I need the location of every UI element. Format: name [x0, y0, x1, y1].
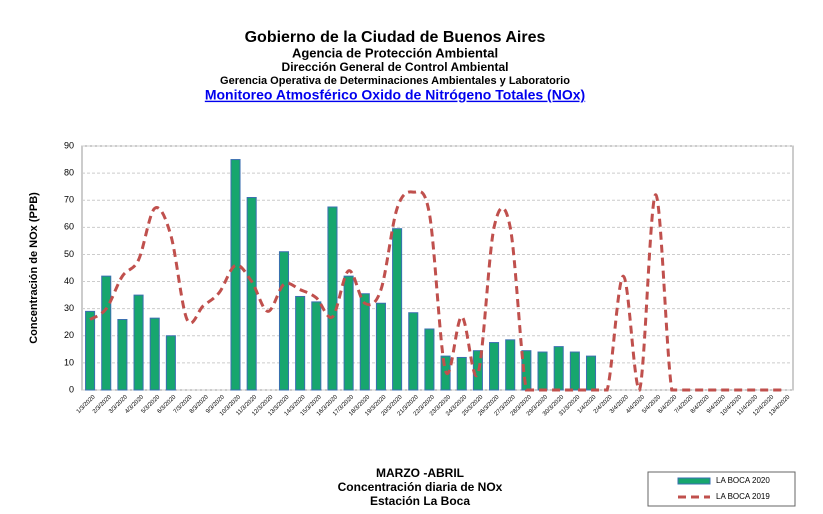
bar [392, 228, 403, 391]
bar [165, 335, 176, 391]
bar [85, 310, 96, 391]
y-axis-label: Concentración de NOx (PPB) [28, 192, 40, 344]
bar [521, 350, 532, 391]
line [89, 189, 785, 392]
plot-area [81, 145, 794, 391]
y-tick-label: 90 [64, 140, 74, 150]
bar [585, 355, 597, 391]
bar [343, 275, 354, 391]
bar [311, 301, 322, 391]
bar [278, 251, 290, 391]
bar [489, 342, 500, 391]
bar [359, 293, 370, 391]
bar [408, 312, 419, 391]
y-tick-label: 0 [69, 384, 74, 394]
bar [375, 302, 386, 391]
x-axis-label: Estación La Boca [370, 494, 470, 508]
bar [101, 275, 112, 391]
title-link: Monitoreo Atmosférico Oxido de Nitrógeno… [205, 87, 585, 103]
title: Agencia de Protección Ambiental [292, 45, 498, 60]
bar [133, 294, 144, 391]
y-tick-label: 20 [64, 330, 74, 340]
bar [569, 351, 580, 391]
y-tick-label: 30 [64, 303, 74, 313]
y-tick-label: 60 [64, 222, 74, 232]
bar [553, 346, 564, 391]
bar [230, 159, 241, 391]
title: Gobierno de la Ciudad de Buenos Aires [245, 29, 546, 46]
y-tick-label: 70 [64, 195, 74, 205]
bar [117, 319, 128, 391]
bar [149, 317, 160, 391]
legend-label: LA BOCA 2019 [716, 492, 770, 501]
y-tick-label: 50 [64, 249, 74, 259]
y-tick-label: 80 [64, 167, 74, 177]
bar [424, 328, 435, 391]
legend [647, 471, 796, 507]
legend-swatch [677, 477, 711, 485]
x-axis-label: MARZO -ABRIL [376, 466, 464, 480]
y-tick-label: 10 [64, 357, 74, 367]
bar [537, 351, 548, 391]
bar [505, 339, 516, 391]
title: Dirección General de Control Ambiental [282, 60, 509, 74]
legend-label: LA BOCA 2020 [716, 476, 770, 485]
bar [327, 206, 338, 391]
x-axis-label: Concentración diaria de NOx [338, 480, 503, 494]
bar [295, 295, 306, 391]
bar [456, 356, 467, 391]
bar [246, 197, 257, 391]
title: Gerencia Operativa de Determinaciones Am… [220, 75, 570, 87]
y-tick-label: 40 [64, 276, 74, 286]
